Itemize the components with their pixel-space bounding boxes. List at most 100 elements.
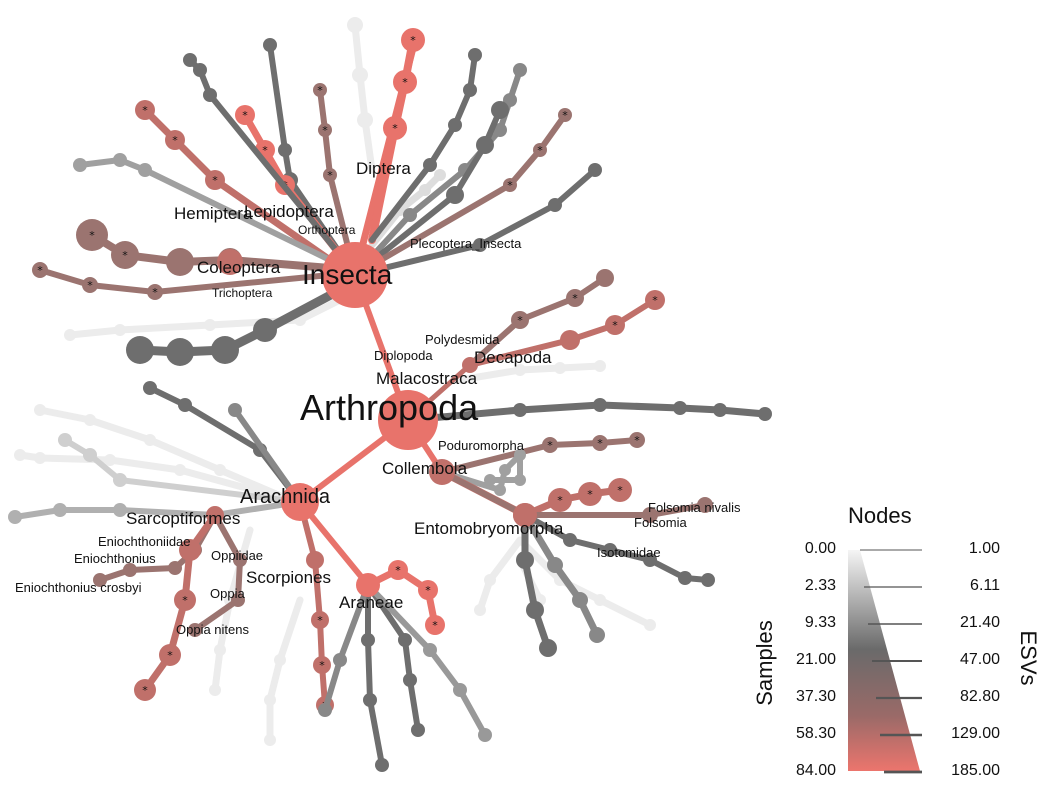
araneae-down-b-node (398, 633, 412, 647)
araneae-down-a-node (363, 693, 377, 707)
faint-branch-e-node (274, 654, 286, 666)
arthropoda-right-node (713, 403, 727, 417)
polydesmida-node (511, 311, 529, 329)
diptera-star: * (410, 34, 416, 47)
label-polydesmida: Polydesmida (425, 332, 500, 347)
arthropoda-right-node (513, 403, 527, 417)
hemiptera-node (205, 170, 225, 190)
faint-branch-i-node (514, 364, 526, 376)
diptera-b-node (448, 118, 462, 132)
legend-samples-value: 58.30 (795, 725, 836, 742)
label-oppiidae: Oppiidae (211, 548, 263, 563)
label-oppia: Oppia (210, 586, 245, 601)
entomo-down-b-node (572, 592, 588, 608)
legend-samples-value: 2.33 (804, 577, 836, 594)
label-folsomia: Folsomia (634, 515, 688, 530)
label-decapoda: Decapoda (474, 348, 552, 367)
label-plecoptera-insecta: Plecoptera_Insecta (410, 236, 522, 251)
arachnida-up-node (178, 398, 192, 412)
diptera-d-node (446, 186, 464, 204)
scorpiones-node (313, 656, 331, 674)
legend-esvs-value: 129.00 (951, 725, 1000, 742)
legend-samples-value: 21.00 (795, 651, 836, 668)
collembola-hub (429, 459, 455, 485)
faint-branch-k-node (419, 184, 431, 196)
label-scorpiones: Scorpiones (246, 568, 331, 587)
poduromorpha-node (542, 437, 558, 453)
araneae-top-node (418, 580, 438, 600)
hemiptera-b-edge (187, 57, 343, 258)
sarcoptiformes-hub (206, 506, 224, 524)
oppia-nitens-node (179, 539, 201, 561)
faint-branch-f-edge (516, 536, 654, 629)
oppia-nitens-node (174, 589, 196, 611)
hemiptera-c-node (138, 163, 152, 177)
legend-samples-value: 0.00 (804, 540, 836, 557)
legend-esvs-value: 185.00 (951, 762, 1000, 779)
isotomidae-node (603, 543, 617, 557)
entomobryomorpha-hub (513, 503, 537, 527)
legend-samples-value: 37.30 (795, 688, 836, 705)
faint-branch-c-node (14, 449, 26, 461)
faint-branch-c-node (34, 452, 46, 464)
diptera-d-node (491, 101, 509, 119)
label-eniochthoniidae: Eniochthoniidae (98, 534, 191, 549)
trichoptera-star: * (152, 286, 158, 299)
hemiptera-c-node (73, 158, 87, 172)
insecta-hub (322, 242, 388, 308)
folsomia-node (642, 507, 658, 523)
araneae-down-d-node (333, 653, 347, 667)
label-coleoptera: Coleoptera (197, 258, 281, 277)
legend-esvs-value: 47.00 (959, 651, 1000, 668)
araneae-hub (356, 573, 380, 597)
lepidoptera-star: * (242, 109, 248, 122)
polydesmida-edge (467, 275, 608, 368)
diptera-c-node (493, 123, 507, 137)
arthropoda-hub (378, 390, 438, 450)
arachnida-hub (281, 483, 319, 521)
faint-branch-a-node (64, 329, 76, 341)
legend: Nodes Samples ESVs 0.00 1.00 2.33 6.11 9.33 2… (740, 495, 1041, 792)
hemiptera-star: * (142, 104, 148, 117)
decapoda-node (605, 315, 625, 335)
poduromorpha-loop-node (514, 449, 526, 461)
legend-gradient (848, 549, 922, 774)
oppia-node (188, 623, 202, 637)
araneae-down-a-node (375, 758, 389, 772)
plecoptera-b-edge (352, 112, 568, 278)
hemiptera-b-node (183, 53, 197, 67)
scorpiones-node (311, 611, 329, 629)
label-poduromorpha: Poduromorpha (438, 438, 525, 453)
oppia-nitens-star: * (182, 594, 188, 607)
label-diplopoda: Diplopoda (374, 348, 433, 363)
oppia-node (231, 593, 245, 607)
araneae-top-node (425, 615, 445, 635)
trichoptera-star: * (37, 264, 43, 277)
diptera-c-node (503, 93, 517, 107)
legend-esvs-value: 21.40 (959, 614, 1000, 631)
plecoptera-b-star: * (537, 144, 543, 157)
entomobryomorpha-top-node (578, 482, 602, 506)
oppia-node (233, 553, 247, 567)
araneae-down-c-node (423, 643, 437, 657)
araneae-down-b-node (411, 723, 425, 737)
poduromorpha-loop-node (484, 474, 496, 486)
label-hemiptera: Hemiptera (174, 204, 253, 223)
faint-branch-j-node (352, 67, 368, 83)
oppia-edge (192, 512, 243, 633)
faint-branch-b-node (214, 464, 226, 476)
diptera-b-node (463, 83, 477, 97)
folsomia-node (697, 497, 713, 513)
poduromorpha-node (592, 435, 608, 451)
isotomidae-node (678, 571, 692, 585)
faint-branch-b-node (144, 434, 156, 446)
diptera-c-node (513, 63, 527, 77)
legend-esvs-value: 6.11 (970, 577, 1000, 594)
arachnida-up2-node (228, 403, 242, 417)
polydesmida-star: * (517, 314, 523, 327)
arachnida-left-node (83, 448, 97, 462)
plecoptera-node (548, 198, 562, 212)
faint-branch-f-node (594, 594, 606, 606)
isotomidae-node (643, 553, 657, 567)
label-arthropoda: Arthropoda (300, 387, 479, 428)
